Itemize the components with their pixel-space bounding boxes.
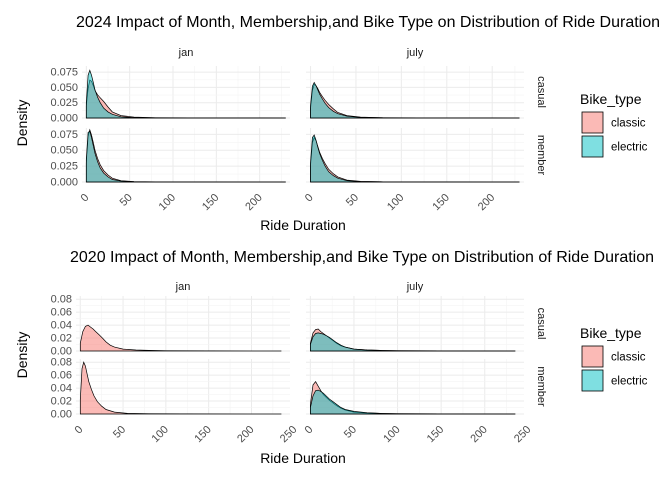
chart-title: 2024 Impact of Month, Membership,and Bik…	[76, 14, 660, 31]
x-tick-label: 100	[381, 424, 402, 445]
y-tick-label: 0.00	[51, 346, 72, 358]
panel-jan-member	[76, 359, 290, 415]
panel-jan-casual	[76, 296, 290, 352]
y-tick-label: 0.000	[50, 177, 78, 189]
y-tick-label: 0.050	[50, 82, 78, 94]
chart-title: 2020 Impact of Month, Membership,and Bik…	[70, 249, 654, 266]
density-classic-jan-casual	[85, 79, 286, 119]
y-tick-label: 0.02	[51, 396, 72, 408]
panel-jan-member	[82, 128, 290, 183]
y-tick-label: 0.075	[50, 129, 78, 141]
x-tick-label: 0	[303, 424, 316, 437]
y-tick-label: 0.075	[50, 67, 78, 79]
x-tick-label: 100	[157, 192, 178, 213]
y-tick-label: 0.02	[51, 333, 72, 345]
density-electric-july-casual	[310, 81, 520, 119]
x-tick-label: 50	[118, 192, 135, 209]
y-tick-label: 0.00	[51, 409, 72, 421]
density-classic-july-member	[310, 136, 520, 183]
x-tick-label: 200	[243, 192, 264, 213]
y-tick-label: 0.08	[51, 357, 72, 369]
y-tick-label: 0.050	[50, 145, 78, 157]
chart-0: 2024 Impact of Month, Membership,and Bik…	[14, 14, 660, 233]
legend-key-classic	[581, 111, 604, 134]
y-tick-label: 0.08	[51, 294, 72, 306]
x-tick-label: 150	[192, 424, 213, 445]
x-tick-label: 0	[79, 192, 92, 205]
legend-label-electric: electric	[611, 376, 648, 388]
y-tick-label: 0.000	[50, 113, 78, 125]
facet-strip-jan: jan	[178, 47, 194, 59]
y-tick-label: 0.06	[51, 370, 72, 382]
density-electric-jan-member	[85, 130, 286, 183]
x-tick-label: 250	[278, 424, 299, 445]
legend-label-classic: classic	[611, 118, 646, 130]
x-tick-label: 200	[468, 424, 489, 445]
y-axis-label: Density	[14, 332, 30, 379]
y-axis-label: Density	[14, 100, 30, 147]
facet-strip-jan: jan	[175, 281, 191, 293]
y-tick-label: 0.025	[50, 97, 78, 109]
x-tick-label: 150	[200, 192, 221, 213]
y-tick-label: 0.04	[51, 320, 72, 332]
facet-strip-casual: casual	[535, 76, 547, 108]
x-tick-label: 250	[512, 424, 533, 445]
chart-1: 2020 Impact of Month, Membership,and Bik…	[14, 249, 654, 466]
x-tick-label: 100	[150, 424, 171, 445]
legend-label-classic: classic	[611, 352, 646, 364]
y-tick-label: 0.025	[50, 161, 78, 173]
panel-july-member	[306, 359, 524, 415]
x-tick-label: 50	[111, 424, 128, 441]
x-tick-label: 50	[342, 424, 359, 441]
legend-title: Bike_type	[580, 91, 642, 107]
facet-strip-member: member	[535, 366, 547, 407]
facet-strip-july: july	[406, 281, 424, 293]
legend-key-classic	[581, 345, 604, 368]
x-tick-label: 0	[73, 424, 86, 437]
x-tick-label: 100	[385, 192, 406, 213]
x-tick-label: 150	[425, 424, 446, 445]
x-tick-label: 200	[235, 424, 256, 445]
panel-july-casual	[306, 66, 524, 119]
legend-title: Bike_type	[580, 325, 642, 341]
density-electric-jan-casual	[85, 69, 286, 119]
density-classic-jan-member	[79, 361, 282, 415]
density-classic-jan-casual	[79, 324, 282, 352]
density-electric-july-member	[310, 389, 516, 415]
legend-key-electric	[581, 135, 604, 158]
x-axis-label: Ride Duration	[260, 450, 346, 466]
x-tick-label: 50	[344, 192, 361, 209]
density-electric-july-casual	[310, 332, 516, 352]
density-electric-july-member	[310, 134, 520, 183]
density-classic-july-casual	[310, 83, 520, 119]
y-tick-label: 0.06	[51, 307, 72, 319]
panel-jan-casual	[82, 66, 290, 119]
legend-key-electric	[581, 369, 604, 392]
x-axis-label: Ride Duration	[260, 217, 346, 233]
y-tick-label: 0.04	[51, 383, 72, 395]
x-tick-label: 0	[303, 192, 316, 205]
x-tick-label: 200	[476, 192, 497, 213]
legend-label-electric: electric	[611, 142, 648, 154]
facet-strip-member: member	[535, 135, 547, 176]
facet-strip-casual: casual	[535, 308, 547, 340]
panel-july-casual	[306, 296, 524, 352]
facet-strip-july: july	[406, 47, 424, 59]
panel-july-member	[306, 128, 524, 183]
x-tick-label: 150	[430, 192, 451, 213]
